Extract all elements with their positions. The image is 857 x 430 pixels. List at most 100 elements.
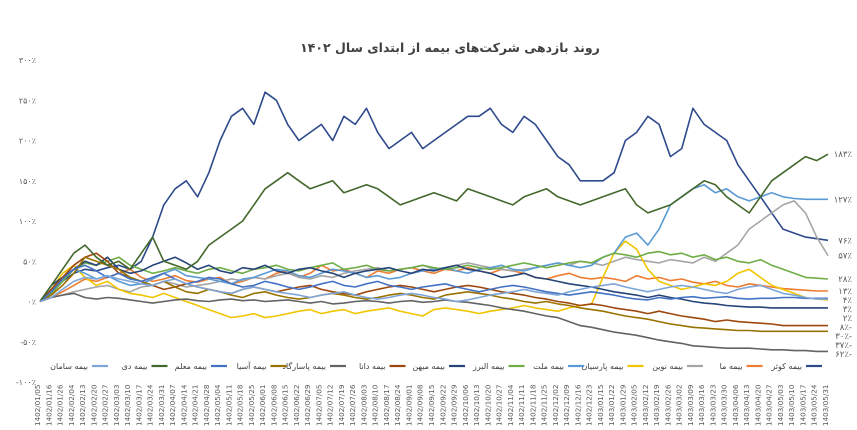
- x-tick-label: 1403/05/24: [810, 384, 819, 426]
- x-tick-label: 1402/07/12: [326, 385, 335, 426]
- x-tick-label: 1403/02/19: [652, 384, 661, 426]
- x-tick-label: 1402/06/08: [269, 384, 278, 426]
- x-tick-label: 1403/01/15: [596, 385, 605, 426]
- x-tick-label: 1403/04/27: [765, 385, 774, 426]
- end-value-label: ۵۷٪: [838, 252, 852, 262]
- legend-label: بیمه معلم: [175, 362, 207, 371]
- end-value-label: ۸٪-: [840, 323, 852, 333]
- x-tick-label: 1403/05/17: [798, 385, 807, 426]
- x-tick-label: 1403/01/22: [607, 385, 616, 426]
- legend-item: بیمه آسیا: [237, 361, 287, 371]
- x-tick-label: 1402/07/05: [314, 385, 323, 426]
- y-tick-label: ۳۰۰٪: [19, 56, 36, 65]
- legend-label: بیمه سامان: [50, 362, 88, 371]
- y-tick-label: ۵۰٪: [23, 257, 36, 266]
- legend-item: بیمه پارسیان: [581, 362, 644, 371]
- x-axis: 1402/01/05 1402/01/16 1402/01/26 1402/02/04…: [33, 384, 830, 426]
- y-tick-label: ۲۵۰٪: [19, 96, 36, 105]
- series-line: [39, 153, 829, 302]
- x-tick-label: 1402/02/27: [101, 385, 110, 426]
- x-tick-label: 1402/08/10: [371, 384, 380, 426]
- x-tick-label: 1402/03/03: [112, 385, 121, 426]
- x-tick-label: 1402/04/14: [179, 384, 188, 426]
- x-tick-label: 1402/08/24: [393, 384, 402, 426]
- legend-item: بیمه البرز: [472, 362, 525, 371]
- x-tick-label: 1403/04/06: [731, 384, 740, 426]
- x-tick-label: 1402/07/26: [348, 384, 357, 426]
- end-value-label: ۳۷٪-: [835, 341, 852, 351]
- legend-item: بیمه نوین: [652, 362, 703, 371]
- x-tick-label: 1402/12/02: [551, 385, 560, 426]
- legend-label: بیمه آسیا: [237, 361, 267, 371]
- legend-item: بیمه دانا: [359, 362, 406, 371]
- x-tick-label: 1403/05/03: [776, 385, 785, 426]
- y-tick-label: ۱۵۰٪: [19, 177, 36, 186]
- legend-label: بیمه میهن: [412, 362, 445, 371]
- legend-item: بیمه پاسارگاد: [282, 361, 346, 371]
- end-value-label: ۲۸٪: [838, 275, 852, 285]
- x-tick-label: 1402/07/19: [337, 384, 346, 426]
- y-tick-label: -۵۰٪: [20, 338, 36, 347]
- x-tick-label: 1403/05/10: [787, 384, 796, 426]
- x-tick-label: 1402/06/22: [292, 385, 301, 426]
- x-tick-label: 1402/06/15: [281, 385, 290, 426]
- series-line: [39, 250, 829, 303]
- series-line: [39, 200, 829, 303]
- x-tick-label: 1402/10/20: [483, 384, 492, 426]
- x-tick-label: 1403/02/26: [663, 384, 672, 426]
- series-line: [39, 274, 828, 303]
- plot-area: [39, 91, 829, 353]
- legend-label: بیمه پاسارگاد: [282, 361, 326, 371]
- x-tick-label: 1402/11/11: [517, 385, 526, 426]
- end-value-label: ۳٪: [843, 305, 853, 315]
- x-tick-label: 1403/03/02: [675, 385, 684, 426]
- series-line: [39, 184, 828, 303]
- end-value-label: ۶۲٪-: [835, 350, 852, 360]
- end-labels: ۱۸۳٪ ۱۲۷٪ ۷۶٪ ۵۷٪ ۲۸٪ ۱۳٪۴٪۳٪۲٪۸٪-۳۰٪-۳۷٪-۶۲٪…: [834, 150, 853, 360]
- legend-item: بیمه دی: [122, 362, 168, 371]
- x-tick-label: 1403/03/16: [697, 384, 706, 426]
- legend-label: بیمه ما: [720, 362, 743, 371]
- x-tick-label: 1402/05/11: [224, 385, 233, 426]
- series-line: [39, 264, 828, 303]
- x-tick-label: 1402/04/28: [202, 384, 211, 426]
- legend-item: بیمه کوثر: [770, 362, 822, 371]
- x-tick-label: 1402/11/04: [506, 384, 515, 426]
- x-tick-label: 1402/08/17: [382, 385, 391, 426]
- x-tick-label: 1402/08/03: [359, 385, 368, 426]
- x-tick-label: 1403/03/09: [686, 384, 695, 426]
- end-value-label: ۷۶٪: [838, 236, 852, 246]
- x-tick-label: 1403/02/12: [641, 385, 650, 426]
- x-tick-label: 1402/01/16: [44, 384, 53, 426]
- x-tick-label: 1402/02/13: [78, 385, 87, 426]
- series-line: [39, 256, 828, 333]
- legend-item: بیمه ما: [720, 362, 763, 371]
- legend-label: بیمه ملت: [533, 362, 564, 371]
- series-line: [39, 292, 828, 353]
- x-tick-label: 1403/04/20: [753, 384, 762, 426]
- legend-item: بیمه ملت: [533, 362, 584, 371]
- x-tick-label: 1402/06/01: [258, 385, 267, 426]
- x-tick-label: 1402/04/21: [191, 385, 200, 426]
- x-tick-label: 1402/01/05: [33, 385, 42, 426]
- end-value-label: ۴٪: [843, 296, 853, 306]
- x-tick-label: 1402/03/10: [123, 384, 132, 426]
- x-tick-label: 1403/03/30: [720, 384, 729, 426]
- x-tick-label: 1402/02/20: [89, 384, 98, 426]
- legend-label: بیمه دی: [122, 362, 148, 371]
- x-tick-label: 1402/06/29: [303, 384, 312, 426]
- x-tick-label: 1402/03/17: [134, 385, 143, 426]
- x-tick-label: 1402/03/31: [157, 385, 166, 426]
- legend-label: بیمه البرز: [472, 362, 504, 371]
- legend-label: بیمه پارسیان: [581, 362, 623, 371]
- x-tick-label: 1402/11/25: [540, 385, 549, 426]
- x-tick-label: 1402/12/09: [562, 384, 571, 426]
- x-tick-label: 1402/10/13: [472, 385, 481, 426]
- y-tick-label: ۰٪: [27, 298, 36, 307]
- end-value-label: ۱۲۷٪: [834, 195, 853, 205]
- x-tick-label: 1402/05/04: [213, 384, 222, 426]
- x-tick-label: 1402/01/26: [56, 384, 65, 426]
- chart-title: روند بازدهی شرکت‌های بیمه از ابتدای سال …: [300, 40, 600, 55]
- end-value-label: ۱۳٪: [838, 287, 852, 297]
